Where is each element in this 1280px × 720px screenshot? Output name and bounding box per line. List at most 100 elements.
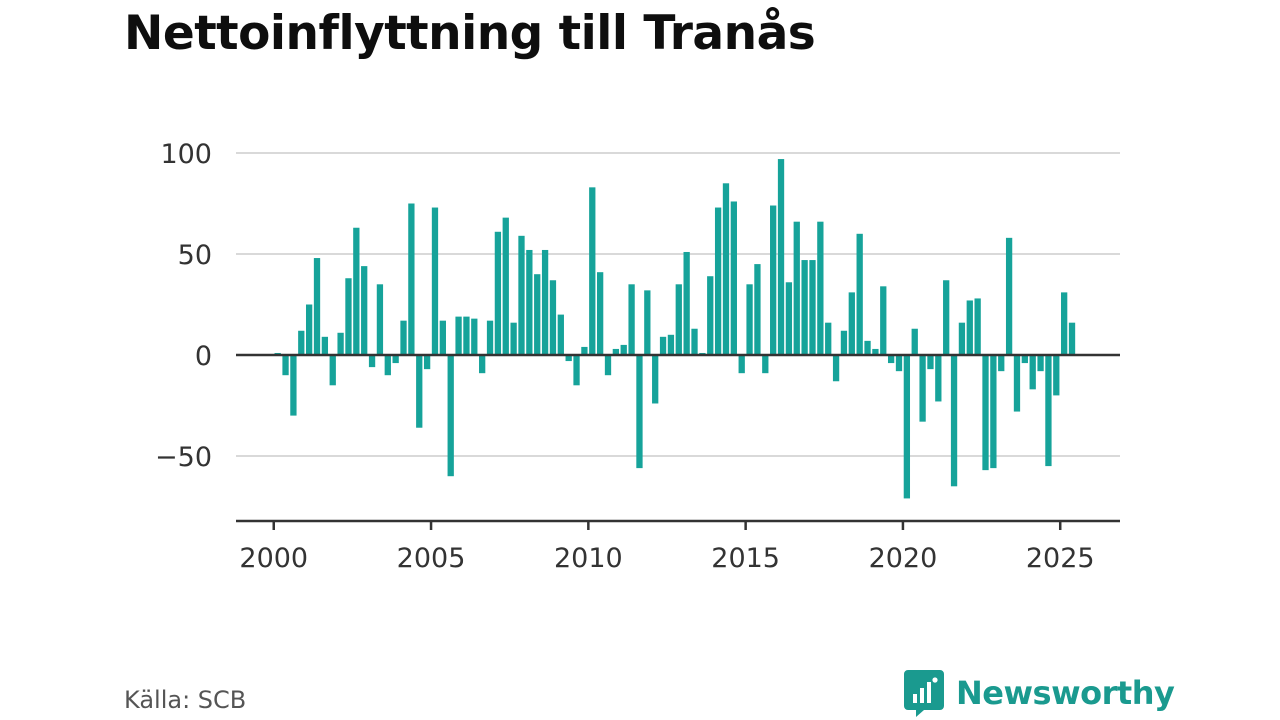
- bar: [384, 355, 391, 376]
- bar: [494, 231, 502, 355]
- bar: [534, 274, 541, 355]
- bar: [313, 258, 321, 355]
- bar: [714, 207, 722, 355]
- bar: [1013, 355, 1021, 412]
- bar: [486, 320, 494, 355]
- bar: [1061, 292, 1068, 355]
- bar: [573, 355, 580, 386]
- y-tick-label: −50: [155, 442, 212, 473]
- source-note: Källa: SCB: [124, 686, 247, 714]
- y-tick-labels: 100 50 0 −50: [155, 139, 212, 473]
- bar: [361, 266, 368, 355]
- bar: [1068, 322, 1076, 355]
- bar: [943, 280, 950, 355]
- newsworthy-logo-icon: [904, 670, 944, 717]
- bar: [683, 251, 690, 355]
- bar: [762, 355, 769, 374]
- bar: [667, 334, 675, 355]
- bar: [746, 284, 753, 355]
- bar: [392, 355, 399, 364]
- bar: [479, 355, 486, 374]
- bar: [526, 249, 533, 355]
- brand-logo[interactable]: Newsworthy: [902, 668, 1175, 718]
- bar: [927, 355, 934, 370]
- bar: [321, 336, 329, 355]
- bar: [887, 355, 895, 364]
- bar: [974, 298, 981, 355]
- bar: [416, 355, 423, 428]
- bar: [628, 284, 635, 355]
- bar: [770, 205, 777, 355]
- bar: [345, 278, 352, 355]
- bar: [463, 316, 470, 355]
- bar: [958, 322, 966, 355]
- bar: [998, 355, 1005, 372]
- axes: [236, 353, 1120, 530]
- bar: [541, 249, 549, 355]
- bar: [557, 314, 564, 355]
- bar: [612, 348, 620, 355]
- bar: [825, 322, 832, 355]
- bar: [950, 355, 958, 487]
- bar: [1005, 237, 1013, 355]
- bar: [581, 346, 588, 355]
- bar: [793, 221, 800, 355]
- gridlines: [236, 152, 1120, 457]
- bar: [848, 292, 855, 355]
- bar: [982, 355, 989, 471]
- bar: [565, 355, 572, 362]
- bar: [895, 355, 903, 372]
- bar: [589, 187, 596, 355]
- bar: [368, 355, 376, 368]
- bar: [596, 272, 604, 355]
- bar: [431, 207, 439, 355]
- bar: [659, 336, 667, 355]
- bar: [809, 260, 816, 355]
- x-tick-label: 2015: [711, 543, 780, 574]
- bar: [439, 320, 446, 355]
- bar: [604, 355, 612, 376]
- x-tick-label: 2025: [1026, 543, 1095, 574]
- bar: [1045, 355, 1052, 467]
- bar: [455, 316, 462, 355]
- bar: [636, 355, 643, 469]
- bar: [730, 201, 737, 355]
- y-tick-label: 0: [195, 341, 212, 372]
- bar: [502, 217, 509, 355]
- bars: [274, 159, 1076, 499]
- bar: [510, 322, 517, 355]
- bar: [840, 330, 848, 355]
- bar: [675, 284, 682, 355]
- y-tick-label: 50: [178, 240, 212, 271]
- bar: [777, 159, 785, 355]
- bar: [919, 355, 926, 422]
- bar: [644, 290, 651, 355]
- bar: [872, 348, 879, 355]
- bar: [290, 355, 297, 416]
- bar: [707, 276, 714, 355]
- bar: [785, 282, 793, 355]
- bar: [880, 286, 887, 355]
- bar: [935, 355, 942, 402]
- bar: [353, 227, 360, 355]
- bar: [832, 355, 840, 382]
- bar: [856, 233, 863, 355]
- bar: [1021, 355, 1028, 364]
- bar: [911, 328, 918, 355]
- bar: [754, 264, 761, 355]
- bar: [738, 355, 745, 374]
- bar: [471, 318, 478, 355]
- bar: [1029, 355, 1036, 390]
- x-tick-label: 2000: [239, 543, 308, 574]
- bar: [423, 355, 431, 370]
- bar: [518, 235, 525, 355]
- bar: [305, 304, 313, 355]
- bar: [817, 221, 824, 355]
- bar: [400, 320, 407, 355]
- bar: [801, 260, 808, 355]
- bar: [691, 328, 698, 355]
- chart-title: Nettoinflyttning till Tranås: [124, 6, 816, 61]
- x-tick-label: 2005: [397, 543, 466, 574]
- bar: [376, 284, 384, 355]
- bar: [966, 300, 973, 355]
